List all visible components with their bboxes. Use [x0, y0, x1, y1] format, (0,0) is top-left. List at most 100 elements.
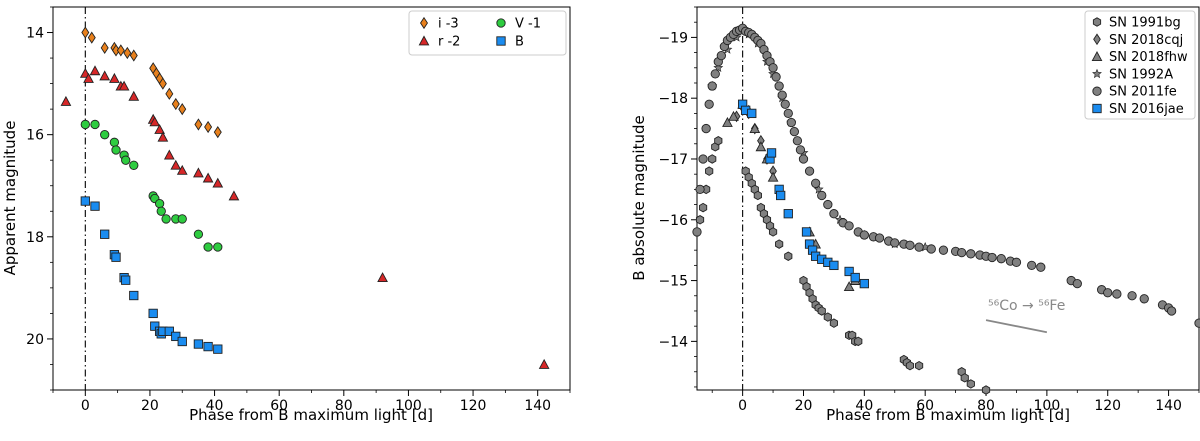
data-point: [987, 252, 997, 263]
data-point: [780, 99, 790, 109]
data-point: [154, 123, 166, 134]
data-point: [157, 131, 169, 142]
data-point: [859, 278, 869, 289]
x-tick-label: 140: [1155, 398, 1182, 414]
data-point: [905, 240, 915, 250]
data-point: [695, 215, 705, 225]
x-tick-label: 80: [977, 398, 995, 414]
data-point: [83, 72, 94, 83]
data-point: [1103, 288, 1113, 298]
x-tick-label: 0: [738, 398, 747, 414]
data-point: [203, 341, 213, 352]
data-point: [844, 266, 854, 277]
legend-label: SN 2018fhw: [1109, 50, 1188, 65]
data-point: [753, 190, 762, 201]
data-point: [960, 373, 969, 383]
data-point: [1139, 294, 1149, 304]
data-point: [100, 41, 109, 54]
y-tick-label: −16: [658, 213, 688, 229]
y-axis-label-right: B absolute magnitude: [630, 115, 648, 280]
x-tick-label: 20: [795, 398, 813, 414]
data-point: [792, 136, 803, 146]
data-point: [811, 178, 821, 188]
x-tick-label: 40: [855, 398, 873, 414]
data-point: [1011, 257, 1022, 267]
data-point: [710, 69, 720, 79]
data-point: [90, 119, 100, 130]
data-point: [966, 379, 975, 389]
data-point: [80, 119, 90, 130]
data-point: [87, 31, 96, 44]
data-point: [213, 242, 223, 252]
data-point: [795, 145, 806, 155]
absolute-magnitude-chart: 0 20 40 60 80 100 120 140 −19 −18 −17 −16 −15 −14 ⁵⁶C…: [630, 6, 1200, 424]
data-point: [81, 26, 90, 39]
data-point: [193, 229, 204, 239]
data-point: [203, 242, 213, 252]
data-point: [111, 145, 121, 155]
data-point: [154, 198, 165, 209]
data-point: [1112, 289, 1122, 299]
data-point: [829, 318, 838, 328]
data-point: [784, 251, 793, 261]
data-point: [707, 81, 717, 91]
data-point: [850, 272, 860, 283]
legend-label: V -1: [515, 17, 541, 32]
series-group-left: [60, 26, 550, 369]
data-point: [177, 214, 187, 224]
data-point: [377, 272, 388, 283]
apparent-magnitude-chart: 0 20 40 60 80 100 120 140 14 16 18 20 Phase from B …: [1, 6, 571, 424]
legend-label: r -2: [438, 35, 460, 50]
data-point: [213, 125, 222, 139]
data-point: [202, 172, 214, 183]
data-point: [213, 344, 223, 354]
x-axis-label-right: Phase from B maximum light [d]: [826, 406, 1070, 424]
legend-label: B: [515, 35, 524, 50]
y-tick-label: −15: [658, 274, 688, 290]
legend-marker: [1091, 51, 1103, 61]
data-point: [111, 252, 121, 262]
data-point: [996, 254, 1006, 264]
data-point: [926, 244, 936, 254]
data-point: [767, 171, 779, 182]
data-point: [774, 81, 784, 91]
data-point: [874, 233, 885, 243]
data-point: [695, 184, 705, 195]
series-sn-1992a: [707, 26, 931, 252]
x-tick-label: 60: [916, 398, 934, 414]
data-point: [766, 148, 777, 158]
data-point: [728, 110, 739, 121]
data-point: [938, 245, 949, 255]
data-point: [193, 339, 204, 349]
data-point: [1036, 262, 1046, 272]
data-point: [164, 326, 174, 336]
x-tick-label: 140: [524, 398, 551, 414]
data-point: [771, 72, 781, 82]
data-point: [89, 65, 101, 76]
legend-label: SN 1992A: [1109, 67, 1173, 82]
data-point: [859, 230, 869, 240]
data-point: [129, 290, 139, 301]
legend-label: SN 2016jae: [1109, 102, 1184, 117]
data-point: [1127, 291, 1137, 301]
data-point: [817, 190, 827, 201]
data-point: [161, 214, 171, 224]
data-point: [121, 275, 131, 285]
data-point: [783, 108, 793, 119]
data-point: [100, 130, 110, 140]
data-point: [129, 49, 138, 62]
data-point: [829, 260, 839, 271]
legend-left: i -3 r -2 V -1 B: [408, 10, 567, 56]
data-point: [1027, 260, 1037, 271]
x-tick-label: 120: [460, 398, 487, 414]
data-point: [1166, 306, 1177, 316]
data-point: [178, 103, 187, 116]
data-point: [100, 229, 110, 239]
data-point: [150, 321, 160, 331]
data-point: [817, 306, 826, 316]
data-point: [171, 331, 181, 342]
data-point: [804, 166, 815, 176]
data-point: [109, 137, 120, 147]
data-point: [716, 50, 726, 61]
